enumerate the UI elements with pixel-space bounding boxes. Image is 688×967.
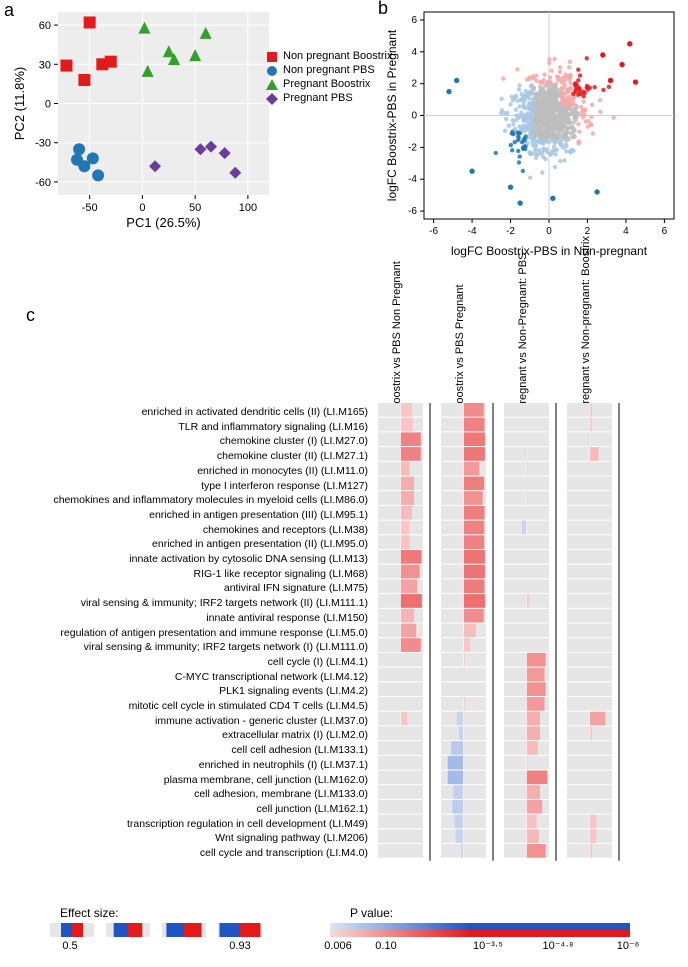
svg-text:6: 6 [662, 226, 668, 237]
row-label: cell cycle (I) (LI.M4.1) [0, 655, 372, 670]
row-label: plasma membrane, cell junction (LI.M162.… [0, 773, 372, 788]
row-label: chemokines and inflammatory molecules in… [0, 493, 372, 508]
svg-text:30: 30 [39, 59, 51, 71]
svg-text:-4: -4 [468, 226, 477, 237]
row-label: RIG-1 like receptor signaling (LI.M68) [0, 567, 372, 582]
row-label: chemokine cluster (I) (LI.M27.0) [0, 434, 372, 449]
logfc-scatter-plot: -6-4-20246-6-4-20246logFC Boostrix-PBS i… [384, 4, 684, 259]
row-label: chemokine cluster (II) (LI.M27.1) [0, 449, 372, 464]
legend-item: Pregnant Boostrix [265, 78, 392, 92]
row-label: mitotic cell cycle in stimulated CD4 T c… [0, 699, 372, 714]
legend-label: Non pregnant Boostrix [283, 50, 392, 64]
row-label: transcription regulation in cell develop… [0, 817, 372, 832]
row-label: enriched in activated dendritic cells (I… [0, 405, 372, 420]
row-label: cell cycle and transcription (LI.M4.0) [0, 846, 372, 861]
pca-scatter-plot: -50 0 50 100 -60 -30 0 30 60 PC1 (26.5%) PC2 (11.8… [10, 6, 275, 231]
row-label: enriched in antigen presentation (II) (L… [0, 537, 372, 552]
heatmap-grid [378, 403, 678, 865]
row-label: innate antiviral response (LI.M150) [0, 611, 372, 626]
svg-text:PC1 (26.5%): PC1 (26.5%) [126, 215, 200, 230]
svg-text:logFC Boostrix-PBS in Non-preg: logFC Boostrix-PBS in Non-pregnant [451, 244, 648, 258]
row-label: regulation of antigen presentation and i… [0, 626, 372, 641]
row-label: innate activation by cytosolic DNA sensi… [0, 552, 372, 567]
panel-b-scatter: b -6-4-20246-6-4-20246logFC Boostrix-PBS… [378, 0, 688, 260]
row-label: viral sensing & immunity; IRF2 targets n… [0, 640, 372, 655]
svg-text:100: 100 [239, 202, 257, 214]
svg-text:0: 0 [139, 202, 145, 214]
row-label: TLR and inflammatory signaling (LI.M16) [0, 420, 372, 435]
row-label: immune activation - generic cluster (LI.… [0, 714, 372, 729]
legend-label: Pregnant Boostrix [283, 78, 370, 92]
svg-text:4: 4 [411, 47, 417, 58]
svg-text:Effect size:: Effect size: [60, 906, 118, 920]
panel-c-heatmap: c Boostrix vs PBS Non PregnantBoostrix v… [0, 275, 688, 905]
svg-text:10⁻⁶: 10⁻⁶ [617, 940, 640, 952]
row-label: PLK1 signaling events (LI.M4.2) [0, 684, 372, 699]
svg-text:-6: -6 [408, 206, 417, 217]
svg-text:0: 0 [45, 99, 51, 111]
svg-text:-4: -4 [408, 174, 417, 185]
svg-text:-2: -2 [506, 226, 515, 237]
svg-text:-60: -60 [35, 177, 51, 189]
svg-text:0: 0 [411, 111, 417, 122]
legend-item: Non pregnant PBS [265, 64, 392, 78]
heatmap-row-labels: enriched in activated dendritic cells (I… [0, 405, 372, 861]
row-label: extracellular matrix (I) (LI.M2.0) [0, 728, 372, 743]
row-label: viral sensing & immunity; IRF2 targets n… [0, 596, 372, 611]
svg-text:logFC Boostrix-PBS in Pregnant: logFC Boostrix-PBS in Pregnant [385, 29, 399, 201]
bottom-legends: Effect size: 0.5 0.93 P value: 0.006 0.10 10⁻³… [30, 905, 670, 960]
svg-text:0.006: 0.006 [324, 940, 352, 952]
svg-text:PC2 (11.8%): PC2 (11.8%) [12, 67, 27, 140]
row-label: C-MYC transcriptional network (LI.M4.12) [0, 670, 372, 685]
svg-text:-50: -50 [82, 202, 98, 214]
svg-text:6: 6 [411, 15, 417, 26]
legend-svg: Effect size: 0.5 0.93 P value: 0.006 0.10 10⁻³… [30, 905, 670, 960]
legend-label: Pregnant PBS [283, 92, 353, 106]
row-label: antiviral IFN signature (LI.M75) [0, 581, 372, 596]
panel-a-legend: Non pregnant BoostrixNon pregnant PBSPre… [265, 50, 392, 106]
row-label: enriched in antigen presentation (III) (… [0, 508, 372, 523]
legend-item: Pregnant PBS [265, 92, 392, 106]
svg-text:4: 4 [623, 226, 629, 237]
svg-text:0.10: 0.10 [375, 940, 396, 952]
svg-text:-6: -6 [429, 226, 438, 237]
svg-text:-2: -2 [408, 142, 417, 153]
svg-text:60: 60 [39, 20, 51, 32]
svg-text:10⁻⁴·⁸: 10⁻⁴·⁸ [542, 940, 573, 952]
col-header: Boostrix vs PBS Pregnant [454, 284, 466, 411]
svg-text:-30: -30 [35, 138, 51, 150]
col-header: Pregnant vs Non-pregnant: Boostrix [580, 236, 592, 411]
col-header: Boostrix vs PBS Non Pregnant [391, 261, 403, 411]
svg-text:P value:: P value: [350, 906, 393, 920]
col-header: Pregnant vs Non-Pregnant: PBS [517, 253, 529, 411]
row-label: cell cell adhesion (LI.M133.1) [0, 743, 372, 758]
row-label: cell adhesion, membrane (LI.M133.0) [0, 787, 372, 802]
svg-text:0.5: 0.5 [62, 940, 77, 952]
svg-text:50: 50 [189, 202, 201, 214]
row-label: chemokines and receptors (LI.M38) [0, 523, 372, 538]
row-label: enriched in neutrophils (I) (LI.M37.1) [0, 758, 372, 773]
row-label: Wnt signaling pathway (LI.M206) [0, 831, 372, 846]
legend-label: Non pregnant PBS [283, 64, 375, 78]
svg-text:2: 2 [411, 79, 417, 90]
svg-text:10⁻³·⁵: 10⁻³·⁵ [473, 940, 503, 952]
row-label: cell junction (LI.M162.1) [0, 802, 372, 817]
svg-text:0.93: 0.93 [229, 940, 250, 952]
panel-a-pca: a -50050100-60-3003060PC1 (26.5%)PC2 (11… [0, 0, 370, 245]
legend-item: Non pregnant Boostrix [265, 50, 392, 64]
row-label: type I interferon response (LI.M127) [0, 479, 372, 494]
svg-text:0: 0 [546, 226, 552, 237]
row-label: enriched in monocytes (II) (LI.M11.0) [0, 464, 372, 479]
panel-c-label: c [26, 305, 35, 326]
